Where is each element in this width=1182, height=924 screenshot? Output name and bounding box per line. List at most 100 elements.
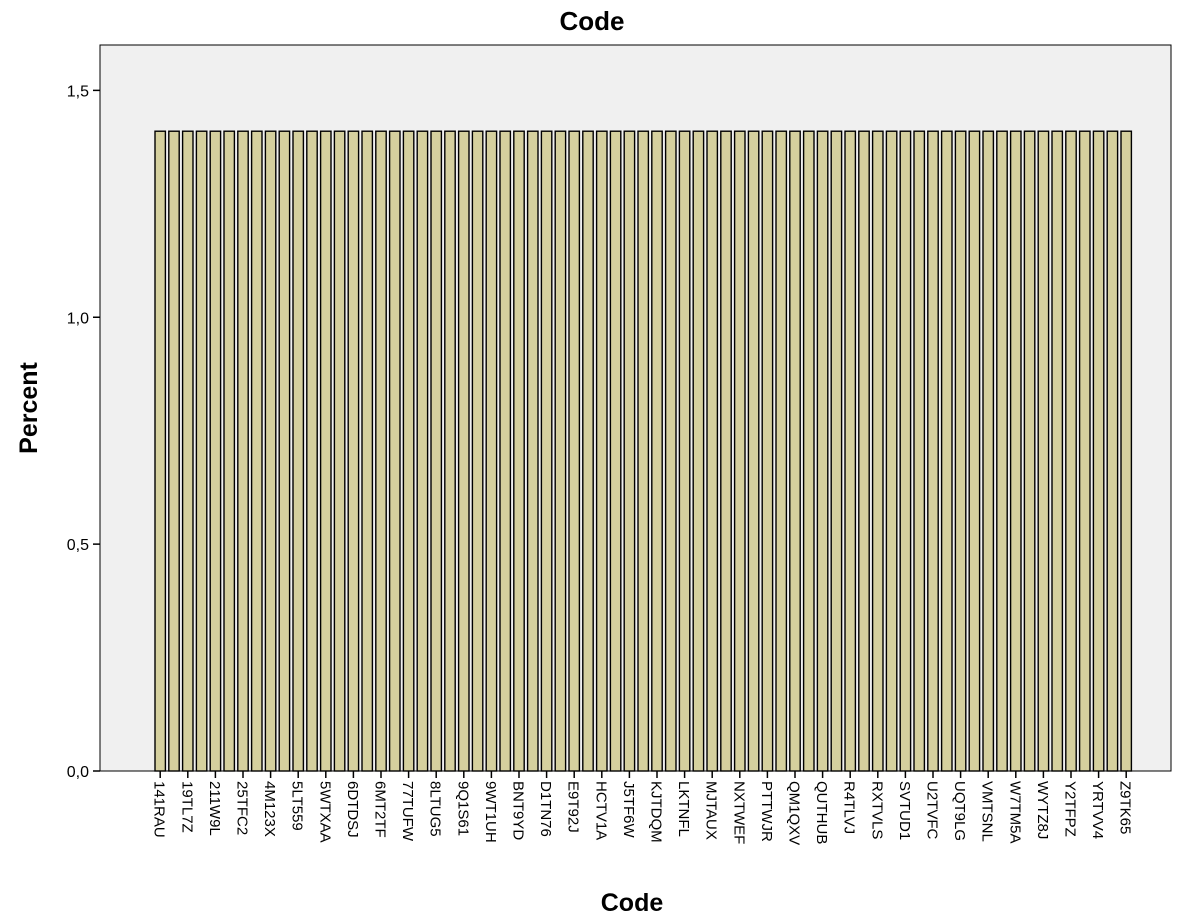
bar: [1106, 130, 1119, 772]
y-tick-label: 0,5: [67, 537, 89, 554]
x-tick-label: 25TFC2: [234, 781, 251, 835]
bar: [858, 130, 870, 772]
bar: [471, 130, 484, 772]
bar: [444, 130, 456, 772]
bar: [181, 130, 194, 772]
y-tick-label: 1,0: [67, 310, 89, 327]
bar: [733, 130, 746, 772]
bar: [209, 130, 222, 772]
bar: [1009, 130, 1022, 772]
bar: [237, 130, 249, 772]
bar: [651, 130, 663, 772]
bar: [388, 130, 401, 772]
bar: [526, 130, 539, 772]
bar: [968, 130, 981, 772]
bar: [195, 130, 208, 772]
bar: [154, 130, 167, 772]
bar: [595, 130, 608, 772]
x-tick-label: U2TVFC: [924, 781, 941, 840]
bar: [513, 130, 525, 772]
bar: [954, 130, 967, 772]
bar: [982, 130, 995, 772]
x-tick-label: W7TM5A: [1006, 781, 1023, 844]
bar: [250, 130, 263, 772]
chart-title: Code: [560, 6, 625, 36]
x-tick-label: RXTVLS: [868, 781, 885, 839]
bar: [1092, 130, 1105, 772]
x-tick-label: BNT9YD: [510, 781, 527, 840]
bar: [761, 130, 774, 772]
x-tick-label: 141RAU: [151, 781, 168, 838]
bar: [706, 130, 719, 772]
bar: [1037, 130, 1050, 772]
bar: [899, 130, 912, 772]
bar: [292, 130, 305, 772]
x-tick-label: 19TL7Z: [178, 781, 195, 833]
bar: [402, 130, 415, 772]
bar: [347, 130, 360, 772]
bar: [319, 130, 332, 772]
bars-group: [154, 130, 1133, 772]
x-tick-label: E9T92J: [565, 781, 582, 833]
bar: [871, 130, 884, 772]
x-tick-label: 9WT1UH: [482, 781, 499, 843]
bar: [692, 130, 705, 772]
bar: [264, 130, 277, 772]
bar: [927, 130, 939, 772]
x-tick-label: 5WTXAA: [316, 781, 333, 843]
x-tick-label: 8LTUG5: [427, 781, 444, 837]
bar: [582, 130, 594, 772]
bar: [485, 130, 498, 772]
bar: [775, 130, 788, 772]
bar: [996, 130, 1008, 772]
x-tick-label: 4M123X: [261, 781, 278, 837]
bar: [789, 130, 801, 772]
bar: [1120, 130, 1133, 772]
x-tick-label: QUTHUB: [813, 781, 830, 844]
x-tick-label: D1TN76: [537, 781, 554, 837]
x-tick-label: J5TF6W: [620, 781, 637, 839]
bar: [223, 130, 236, 772]
bar: [306, 130, 318, 772]
bar: [802, 130, 815, 772]
y-tick-label: 0,0: [67, 764, 89, 781]
x-tick-label: 5LT559: [289, 781, 306, 831]
bar: [375, 130, 387, 772]
bar: [1051, 130, 1064, 772]
bar: [457, 130, 470, 772]
bar: [1023, 130, 1036, 772]
bar: [554, 130, 567, 772]
bar: [333, 130, 346, 772]
bar: [278, 130, 291, 772]
y-tick-label: 1,5: [67, 83, 89, 100]
x-tick-label: LKTNFL: [675, 781, 692, 837]
x-tick-label: 77TUFW: [399, 781, 416, 842]
x-tick-label: 9Q1S61: [454, 781, 471, 836]
x-tick-label: Y2TFPZ: [1062, 781, 1079, 837]
x-tick-label: PTTWJR: [758, 781, 775, 842]
x-tick-label: Z9TK65: [1117, 781, 1134, 834]
x-tick-label: KJTDQM: [648, 781, 665, 843]
bar: [1078, 130, 1091, 772]
x-ticks-group: 141RAU 19TL7Z 211W9L 25TFC2 4M123X 5LT559 5WTX…: [151, 771, 1134, 845]
bar: [664, 130, 677, 772]
bar: [430, 130, 443, 772]
bar: [913, 130, 926, 772]
bar: [361, 130, 374, 772]
bar: [830, 130, 843, 772]
y-ticks-group: 0,0 0,5 1,0 1,5: [67, 83, 100, 781]
x-tick-label: QM1QXV: [786, 781, 803, 845]
bar: [885, 130, 898, 772]
x-tick-label: SVTUD1: [896, 781, 913, 840]
x-tick-label: MJTAUX: [703, 781, 720, 840]
y-axis-title: Percent: [15, 361, 43, 453]
bar: [637, 130, 650, 772]
x-tick-label: 6DTDSJ: [344, 781, 361, 838]
bar: [844, 130, 857, 772]
bar: [940, 130, 953, 772]
bar: [816, 130, 829, 772]
bar: [747, 130, 760, 772]
bar: [416, 130, 429, 772]
bar: [1065, 130, 1077, 772]
